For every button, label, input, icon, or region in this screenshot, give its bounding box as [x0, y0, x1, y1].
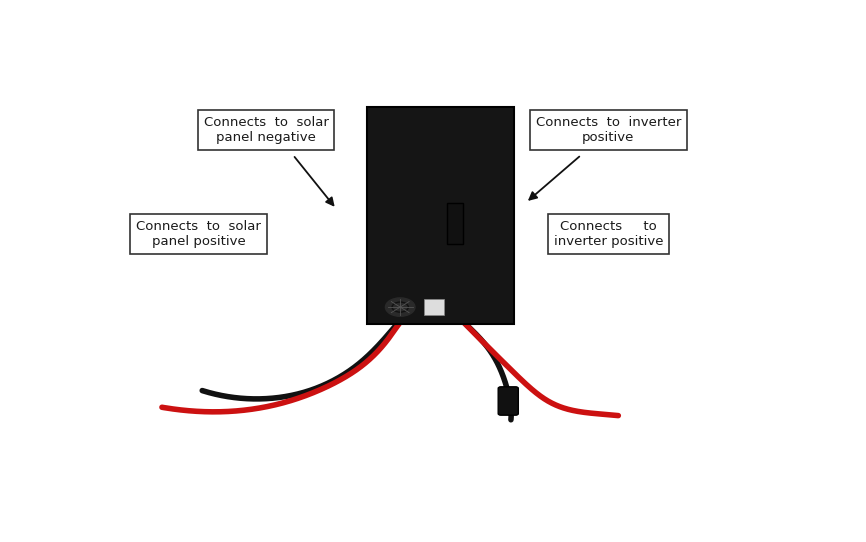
- FancyBboxPatch shape: [498, 387, 519, 415]
- FancyBboxPatch shape: [447, 203, 463, 244]
- Text: Connects  to  solar
panel negative: Connects to solar panel negative: [204, 116, 328, 144]
- Circle shape: [385, 298, 415, 317]
- FancyBboxPatch shape: [366, 107, 514, 324]
- Text: Connects  to  solar
panel positive: Connects to solar panel positive: [137, 220, 262, 248]
- Text: Connects  to  inverter
positive: Connects to inverter positive: [535, 116, 681, 144]
- FancyBboxPatch shape: [423, 299, 443, 315]
- Text: Connects     to
inverter positive: Connects to inverter positive: [553, 220, 663, 248]
